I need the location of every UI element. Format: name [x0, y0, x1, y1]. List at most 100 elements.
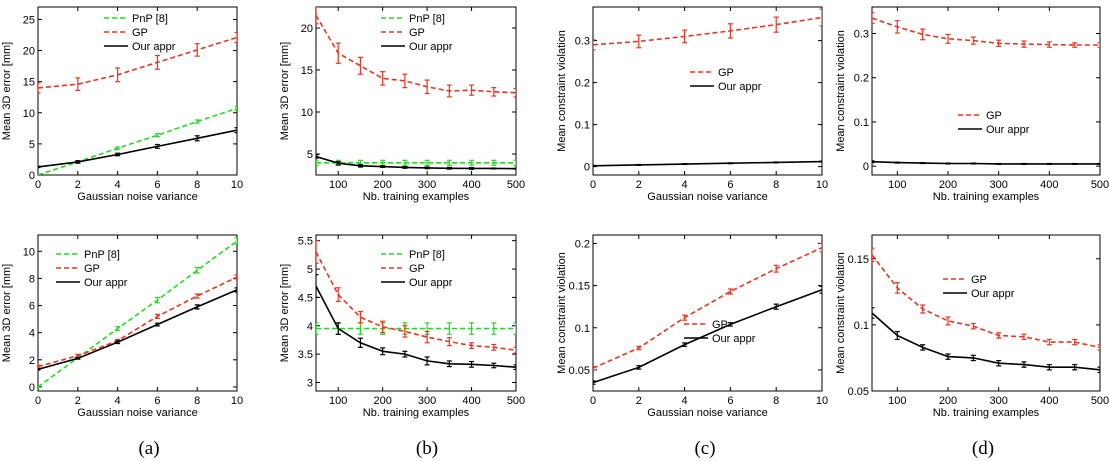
y-tick-label: 5 [29, 139, 35, 151]
y-axis-label: Mean 3D error [mm] [279, 42, 291, 140]
x-tick-label: 8 [194, 395, 200, 407]
error-bar-ours [819, 160, 822, 163]
x-axis-label: Nb. training examples [363, 191, 470, 203]
error-bar-gp [996, 332, 1002, 339]
y-tick-label: 8 [29, 273, 35, 285]
error-bar-gp [335, 287, 341, 302]
x-tick-label: 4 [682, 179, 688, 191]
error-bar-ours [380, 347, 386, 356]
error-bar-gp [38, 82, 41, 94]
series-line-ours [316, 155, 516, 170]
error-bar-ours [115, 152, 121, 157]
axes-box [37, 234, 238, 392]
error-bar-pnp [446, 322, 452, 335]
error-bar-gp [1097, 344, 1100, 351]
error-bar-ours [316, 154, 319, 159]
x-tick-label: 0 [590, 395, 596, 407]
error-bar-gp [75, 77, 81, 91]
error-bar-ours [920, 344, 926, 351]
y-tick-label: 0.05 [569, 365, 590, 377]
error-bar-gp [894, 20, 900, 34]
x-axis-label: Nb. training examples [363, 407, 470, 419]
axes-box [592, 234, 823, 392]
error-bar-pnp [115, 325, 121, 332]
error-bar-ours [894, 330, 900, 341]
x-tick-label: 6 [727, 179, 733, 191]
error-bar-gp [194, 43, 200, 57]
y-axis-label: Mean constraint violation [835, 30, 847, 152]
error-bar-gp [154, 313, 160, 320]
error-bar-pnp [491, 322, 497, 335]
error-bar-ours [1072, 363, 1078, 371]
error-bar-ours [154, 143, 160, 149]
legend-label-gp: GP [971, 274, 987, 286]
error-bar-ours [894, 161, 900, 164]
legend: GP Our appr [690, 67, 762, 93]
error-bar-ours [424, 166, 430, 170]
x-axis-label: Gaussian noise variance [77, 191, 197, 203]
x-tick-label: 400 [1040, 395, 1058, 407]
error-bar-ours [593, 380, 596, 385]
caption-b: (b) [416, 438, 438, 459]
error-bar-gp [38, 364, 41, 369]
error-bar-gp [1046, 338, 1052, 346]
y-tick-label: 0.2 [854, 73, 869, 85]
y-tick-label: 6 [29, 301, 35, 313]
y-tick-label: 0.15 [848, 254, 869, 266]
error-bar-gp [335, 42, 341, 64]
x-tick-label: 2 [75, 395, 81, 407]
y-tick-label: 5 [307, 149, 313, 161]
error-bar-gp [446, 84, 452, 98]
y-tick-label: 3 [307, 377, 313, 389]
error-bar-ours [316, 274, 319, 298]
y-tick-label: 25 [23, 14, 35, 26]
error-bar-gp [234, 31, 237, 44]
y-tick-label: 10 [23, 108, 35, 120]
x-tick-label: 6 [727, 395, 733, 407]
chart-panel-1: 0 2 4 6 8 10 0 5 10 15 20 25 Gaussian noise variance… [1, 6, 243, 203]
x-tick-label: 0 [590, 179, 596, 191]
x-tick-label: 4 [682, 395, 688, 407]
series-line-ours [38, 289, 237, 371]
plot-area [316, 7, 516, 170]
series-line-gp [593, 246, 822, 369]
x-tick-label: 8 [194, 179, 200, 191]
error-bar-ours [513, 364, 516, 371]
error-bar-pnp [513, 322, 516, 335]
x-tick-label: 10 [231, 179, 243, 191]
error-bar-pnp [194, 119, 200, 124]
error-bar-gp [316, 7, 319, 25]
x-tick-label: 2 [75, 179, 81, 191]
plot-area [38, 237, 237, 389]
error-bar-pnp [234, 237, 237, 246]
error-bar-ours [682, 163, 688, 166]
legend-label-pnp: PnP [8] [84, 249, 120, 261]
error-bar-ours [872, 160, 875, 164]
error-bar-ours [920, 162, 926, 165]
x-axis-label: Nb. training examples [933, 407, 1040, 419]
error-bar-ours [1046, 162, 1052, 165]
error-bar-gp [194, 293, 200, 299]
caption-a: (a) [138, 438, 159, 459]
error-bar-pnp [402, 159, 408, 166]
x-tick-label: 300 [418, 395, 436, 407]
y-axis-label: Mean constraint violation [835, 252, 847, 374]
plot-area [872, 12, 1100, 165]
error-bar-ours [357, 337, 363, 348]
x-tick-label: 100 [888, 395, 906, 407]
x-tick-label: 400 [1040, 179, 1058, 191]
error-bar-pnp [446, 159, 452, 166]
legend: PnP [8] GP Our appr [381, 249, 453, 289]
error-bar-gp [970, 36, 976, 45]
error-bar-gp [593, 39, 596, 51]
series-line-ours [593, 160, 822, 167]
x-tick-label: 500 [1091, 179, 1109, 191]
error-bar-gp [424, 330, 430, 344]
y-tick-label: 0.15 [569, 281, 590, 293]
error-bar-gp [682, 29, 688, 44]
y-axis-label: Mean 3D error [mm] [1, 264, 13, 362]
y-tick-label: 0.1 [575, 323, 590, 335]
error-bar-gp [357, 56, 363, 75]
plot-area [316, 240, 516, 371]
error-bar-gp [682, 314, 688, 321]
